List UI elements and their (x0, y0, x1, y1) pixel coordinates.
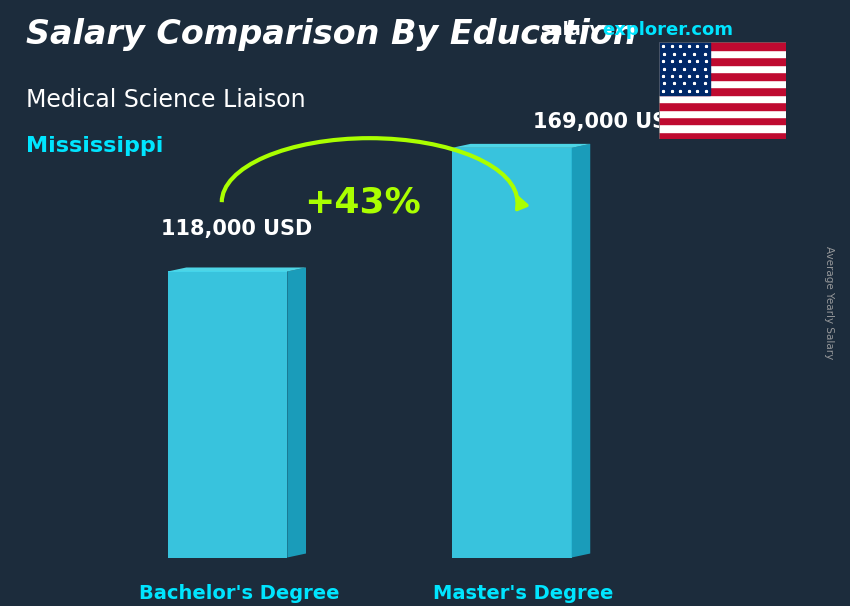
Bar (659, 87, 786, 95)
Bar (659, 42, 710, 95)
Bar (659, 132, 786, 139)
Bar (659, 72, 786, 80)
Polygon shape (452, 148, 571, 558)
Polygon shape (167, 271, 287, 558)
Polygon shape (452, 144, 590, 148)
Bar (659, 102, 786, 110)
Text: Mississippi: Mississippi (26, 136, 163, 156)
Bar (659, 110, 786, 117)
Text: 118,000 USD: 118,000 USD (162, 219, 313, 239)
Polygon shape (571, 144, 590, 558)
Text: Average Yearly Salary: Average Yearly Salary (824, 247, 834, 359)
Text: 169,000 USD: 169,000 USD (533, 112, 684, 132)
Bar (659, 117, 786, 124)
Polygon shape (167, 267, 306, 271)
Text: explorer.com: explorer.com (602, 21, 733, 39)
Text: Bachelor's Degree: Bachelor's Degree (139, 584, 340, 603)
Bar (659, 124, 786, 132)
Text: +43%: +43% (303, 185, 421, 219)
Text: Medical Science Liaison: Medical Science Liaison (26, 88, 305, 112)
Bar (659, 42, 786, 50)
Text: salary: salary (540, 21, 601, 39)
Bar (659, 80, 786, 87)
Polygon shape (287, 267, 306, 558)
Bar (659, 65, 786, 72)
Bar (659, 58, 786, 65)
Bar (659, 95, 786, 102)
Text: Master's Degree: Master's Degree (434, 584, 614, 603)
Text: Salary Comparison By Education: Salary Comparison By Education (26, 18, 636, 51)
Bar (659, 50, 786, 58)
